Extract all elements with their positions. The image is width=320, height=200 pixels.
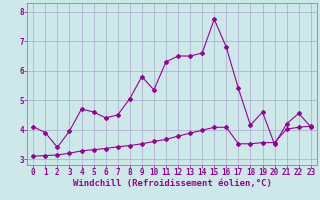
X-axis label: Windchill (Refroidissement éolien,°C): Windchill (Refroidissement éolien,°C)	[73, 179, 271, 188]
